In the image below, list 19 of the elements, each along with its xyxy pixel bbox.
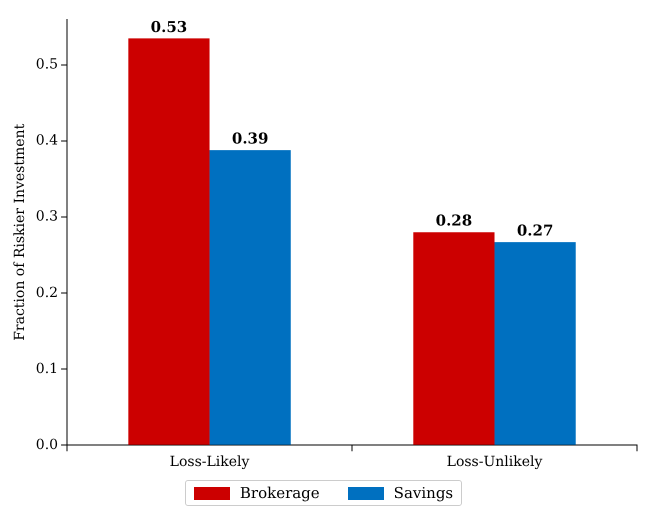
x-tick-label: Loss-Unlikely [446, 454, 542, 470]
y-tick-label: 0.0 [36, 436, 58, 453]
x-tick-label: Loss-Likely [170, 454, 250, 470]
data-label: 0.53 [150, 18, 188, 36]
legend-label: Brokerage [240, 484, 320, 502]
data-label: 0.27 [516, 222, 554, 240]
bar [494, 242, 576, 445]
data-label: 0.28 [436, 212, 472, 230]
bar [413, 232, 495, 445]
y-tick-label: 0.5 [36, 56, 58, 73]
bar [210, 150, 291, 445]
y-tick-label: 0.4 [36, 132, 58, 149]
y-tick-label: 0.3 [36, 208, 58, 225]
legend-label: Savings [394, 484, 454, 502]
y-tick-label: 0.2 [36, 284, 58, 301]
bar [128, 38, 210, 445]
y-axis-title: Fraction of Riskier Investment [12, 123, 28, 341]
data-label: 0.39 [232, 130, 268, 148]
y-tick-label: 0.1 [36, 360, 58, 377]
